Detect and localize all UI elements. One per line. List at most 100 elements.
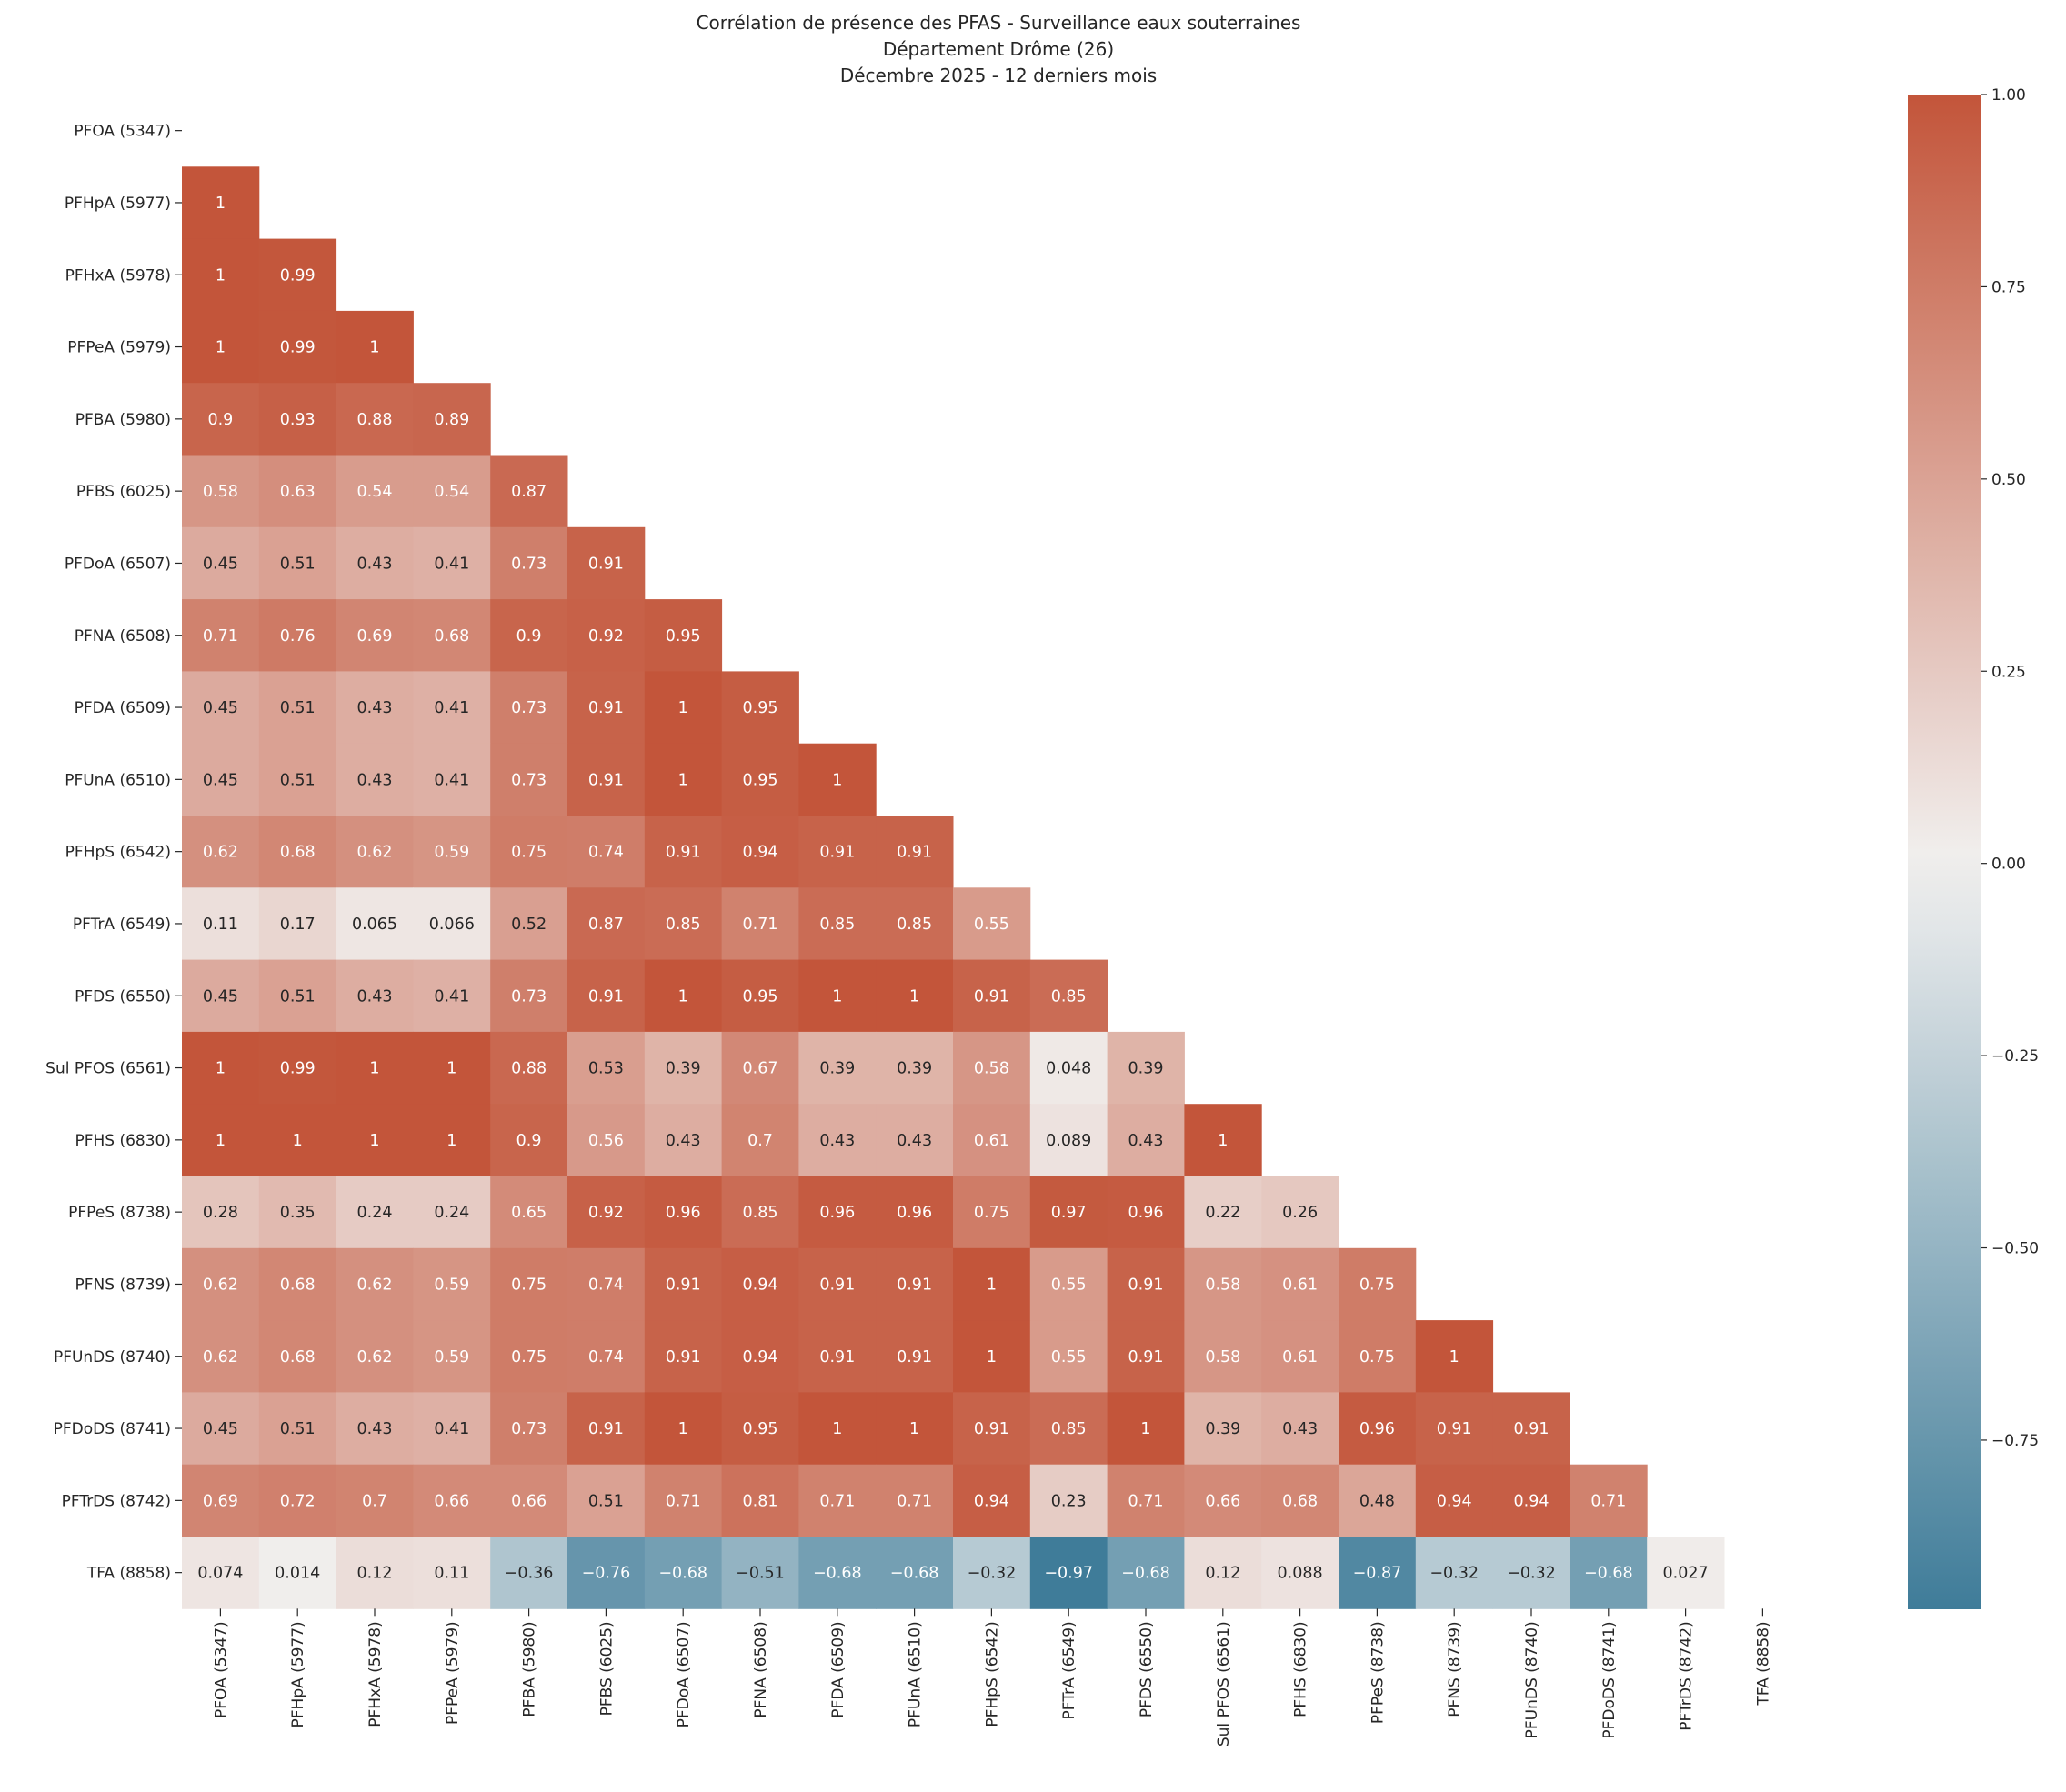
heatmap-cell (798, 1464, 877, 1537)
cell-value-label: 0.97 (1051, 1204, 1087, 1222)
heatmap-cell (1107, 1104, 1185, 1176)
cell-value-label: 0.7 (362, 1492, 387, 1510)
y-tick-label: PFNA (6508) (75, 627, 171, 646)
cell-value-label: 0.99 (280, 339, 316, 357)
y-tick-label: PFTrA (6549) (73, 916, 171, 934)
heatmap-cell (798, 1392, 877, 1466)
heatmap-cell (258, 310, 337, 384)
cell-value-label: 0.68 (1282, 1492, 1318, 1510)
cell-value-label: 0.45 (203, 771, 238, 789)
cell-value-label: −0.32 (1429, 1565, 1479, 1583)
x-tick-label: PFHpA (5977) (289, 1621, 307, 1727)
cell-value-label: 0.43 (357, 987, 393, 1006)
heatmap-cell (1107, 1392, 1185, 1466)
chart-title: Corrélation de présence des PFAS - Surve… (697, 12, 1301, 86)
heatmap-cell (182, 1320, 260, 1393)
heatmap-cell (1492, 1392, 1570, 1466)
heatmap-cell (336, 1392, 414, 1466)
x-tick-label: PFPeS (8738) (1369, 1621, 1387, 1724)
cell-value-label: 0.68 (434, 627, 469, 646)
cell-value-label: 0.55 (974, 916, 1009, 934)
x-tick-label: PFOA (5347) (212, 1621, 230, 1718)
heatmap-cell (1029, 1537, 1108, 1609)
cell-value-label: 1 (216, 266, 226, 285)
y-tick-label: PFPeA (5979) (67, 339, 171, 357)
cell-value-label: 0.91 (974, 1420, 1009, 1438)
heatmap-cell (721, 671, 799, 745)
cell-value-label: 1 (987, 1276, 997, 1294)
heatmap-cell (876, 1392, 954, 1466)
heatmap-cell (644, 1537, 723, 1609)
heatmap-cell (182, 1392, 260, 1466)
heatmap-cell (258, 1176, 337, 1249)
x-tick-label: PFUnA (6510) (907, 1621, 925, 1727)
cell-value-label: 0.61 (1282, 1276, 1318, 1294)
cell-value-label: 0.11 (434, 1565, 469, 1583)
heatmap-cell (1647, 1537, 1725, 1609)
cell-value-label: 0.51 (280, 987, 316, 1006)
cell-value-label: 1 (678, 987, 688, 1006)
heatmap-cell (336, 1104, 414, 1176)
y-tick-label: PFBS (6025) (76, 483, 171, 501)
heatmap-cell (953, 1104, 1031, 1176)
cell-value-label: −0.76 (582, 1565, 631, 1583)
x-tick-label: Sul PFOS (6561) (1215, 1621, 1233, 1747)
heatmap-cell (182, 887, 260, 961)
heatmap-cell (413, 816, 491, 888)
cell-value-label: 0.074 (197, 1565, 243, 1583)
cell-value-label: 0.74 (588, 844, 624, 862)
cell-value-label: 0.55 (1051, 1348, 1087, 1367)
cell-value-label: 0.96 (1359, 1420, 1395, 1438)
cell-value-label: 0.58 (1205, 1276, 1240, 1294)
heatmap-cell (644, 671, 723, 745)
cell-value-label: 1 (909, 1420, 919, 1438)
cell-value-label: 0.89 (434, 411, 469, 429)
heatmap-cell (798, 1247, 877, 1321)
colorbar-gradient (1908, 95, 1981, 1609)
cell-value-label: 1 (216, 195, 226, 213)
cell-value-label: 0.43 (819, 1132, 855, 1150)
cell-value-label: 0.41 (434, 555, 469, 573)
heatmap-cell (721, 1176, 799, 1249)
heatmap-cell (644, 1320, 723, 1393)
heatmap-cell (413, 1320, 491, 1393)
heatmap-cell (336, 816, 414, 888)
heatmap-cell (876, 1537, 954, 1609)
heatmap-cell (182, 816, 260, 888)
cell-value-label: 0.81 (743, 1492, 778, 1510)
heatmap-cell (721, 959, 799, 1033)
cell-value-label: 0.95 (743, 699, 778, 717)
heatmap-cell (953, 959, 1031, 1033)
heatmap-cell (413, 383, 491, 456)
heatmap-cell (182, 166, 260, 240)
heatmap-cell (490, 1176, 568, 1249)
heatmap-cell (953, 1247, 1031, 1321)
cell-value-label: 1 (369, 339, 379, 357)
cell-value-label: 0.91 (819, 844, 855, 862)
heatmap-cell (1184, 1392, 1262, 1466)
heatmap-cell (644, 743, 723, 816)
heatmap-cell (336, 1464, 414, 1537)
cell-value-label: −0.36 (505, 1565, 554, 1583)
x-tick-label: PFPeA (5979) (444, 1621, 462, 1725)
heatmap-cell (644, 1104, 723, 1176)
cell-value-label: 0.41 (434, 771, 469, 789)
heatmap-cell (1339, 1320, 1417, 1393)
heatmap-cell (490, 1104, 568, 1176)
cell-value-label: 1 (1218, 1132, 1228, 1150)
heatmap-cell (413, 1464, 491, 1537)
cell-value-label: 0.94 (974, 1492, 1009, 1510)
heatmap-cell (413, 1176, 491, 1249)
cell-value-label: 0.23 (1051, 1492, 1087, 1510)
cell-value-label: −0.97 (1044, 1565, 1093, 1583)
cell-value-label: 0.85 (897, 916, 932, 934)
heatmap-cell (182, 526, 260, 600)
cell-value-label: 0.85 (1051, 1420, 1087, 1438)
cell-value-label: 1 (987, 1348, 997, 1367)
y-tick-label: PFTrDS (8742) (62, 1492, 171, 1510)
cell-value-label: −0.32 (968, 1565, 1017, 1583)
cell-value-label: 0.39 (1205, 1420, 1240, 1438)
cell-value-label: 0.91 (1514, 1420, 1550, 1438)
heatmap-cell (876, 1176, 954, 1249)
cell-value-label: 0.51 (280, 555, 316, 573)
